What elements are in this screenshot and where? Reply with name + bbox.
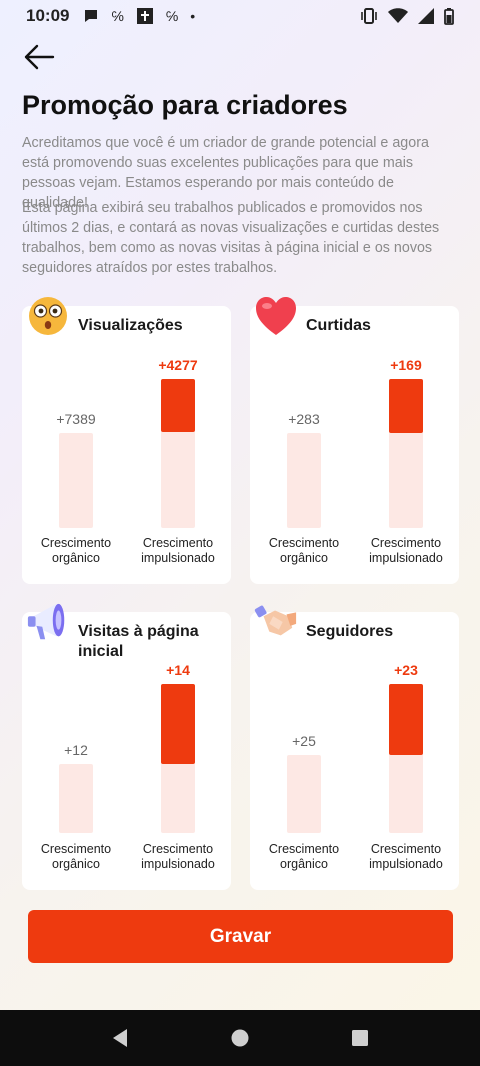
- boosted-bar-increment: [389, 379, 423, 433]
- notification-icon: ℅: [165, 8, 179, 24]
- card-title: Visualizações: [78, 317, 183, 334]
- card-title: Seguidores: [306, 623, 394, 640]
- boosted-label: Crescimento impulsionado: [369, 536, 443, 565]
- triangle-back-icon: [113, 1029, 127, 1047]
- stat-card-followers: Seguidores +25 +23 Crescimento orgânico …: [250, 605, 459, 890]
- stat-card-likes: Curtidas +283 +169 Crescimento orgânico …: [250, 297, 459, 584]
- arrow-left-icon: [24, 44, 55, 70]
- status-time: 10:09: [26, 6, 70, 25]
- nav-home-button[interactable]: [220, 1018, 260, 1058]
- organic-value: +283: [288, 411, 320, 427]
- organic-bar: [287, 433, 321, 528]
- intro-paragraph-details: Esta página exibirá seu trabalhos public…: [22, 200, 440, 276]
- organic-value: +25: [292, 733, 316, 749]
- nav-recents-button[interactable]: [340, 1018, 380, 1058]
- organic-label: Crescimento orgânico: [40, 842, 112, 871]
- boosted-value: +14: [166, 662, 190, 678]
- system-nav-bar: [0, 1010, 480, 1066]
- boosted-value: +169: [390, 357, 422, 373]
- boosted-value: +23: [394, 662, 418, 678]
- card-title: Curtidas: [306, 317, 371, 334]
- page-title: Promoção para criadores: [22, 90, 348, 120]
- organic-bar: [287, 755, 321, 833]
- organic-label: Crescimento orgânico: [268, 842, 340, 871]
- signal-icon: [418, 8, 434, 24]
- circle-home-icon: [231, 1029, 249, 1047]
- boosted-label: Crescimento impulsionado: [141, 842, 215, 871]
- battery-icon: [444, 7, 454, 25]
- chat-icon: [85, 10, 98, 22]
- stat-card-profile-visits: Visitas à página inicial +12 +14 Crescim…: [22, 603, 231, 890]
- heart-icon: [254, 294, 298, 338]
- nav-back-button[interactable]: [100, 1018, 140, 1058]
- square-recents-icon: [352, 1030, 368, 1046]
- boosted-value: +4277: [158, 357, 198, 373]
- boosted-bar-increment: [161, 379, 195, 432]
- calendar-icon: [136, 8, 153, 24]
- back-button[interactable]: [22, 40, 56, 74]
- save-button[interactable]: Gravar: [28, 910, 453, 963]
- status-bar: 10:09 ℅ ℅ •: [0, 0, 480, 32]
- vibrate-icon: [361, 8, 377, 24]
- organic-label: Crescimento orgânico: [268, 536, 340, 565]
- notification-icon: ℅: [111, 8, 124, 24]
- organic-bar: [59, 764, 93, 833]
- surprised-face-icon: [26, 294, 70, 338]
- organic-value: +7389: [56, 411, 96, 427]
- intro-paragraph: Acreditamos que você é um criador de gra…: [22, 135, 429, 211]
- boosted-bar-increment: [161, 684, 195, 764]
- card-title: Visitas à página inicial: [78, 623, 199, 660]
- stat-card-views: Visualizações +7389 +4277 Crescimento or…: [22, 297, 231, 584]
- boosted-bar-increment: [389, 684, 423, 755]
- organic-bar: [59, 433, 93, 528]
- wifi-icon: [388, 8, 408, 23]
- organic-value: +12: [64, 742, 88, 758]
- boosted-label: Crescimento impulsionado: [141, 536, 215, 565]
- handshake-icon: [254, 600, 298, 644]
- organic-label: Crescimento orgânico: [40, 536, 112, 565]
- megaphone-icon: [26, 600, 70, 644]
- dot-icon: •: [190, 8, 196, 24]
- boosted-label: Crescimento impulsionado: [369, 842, 443, 871]
